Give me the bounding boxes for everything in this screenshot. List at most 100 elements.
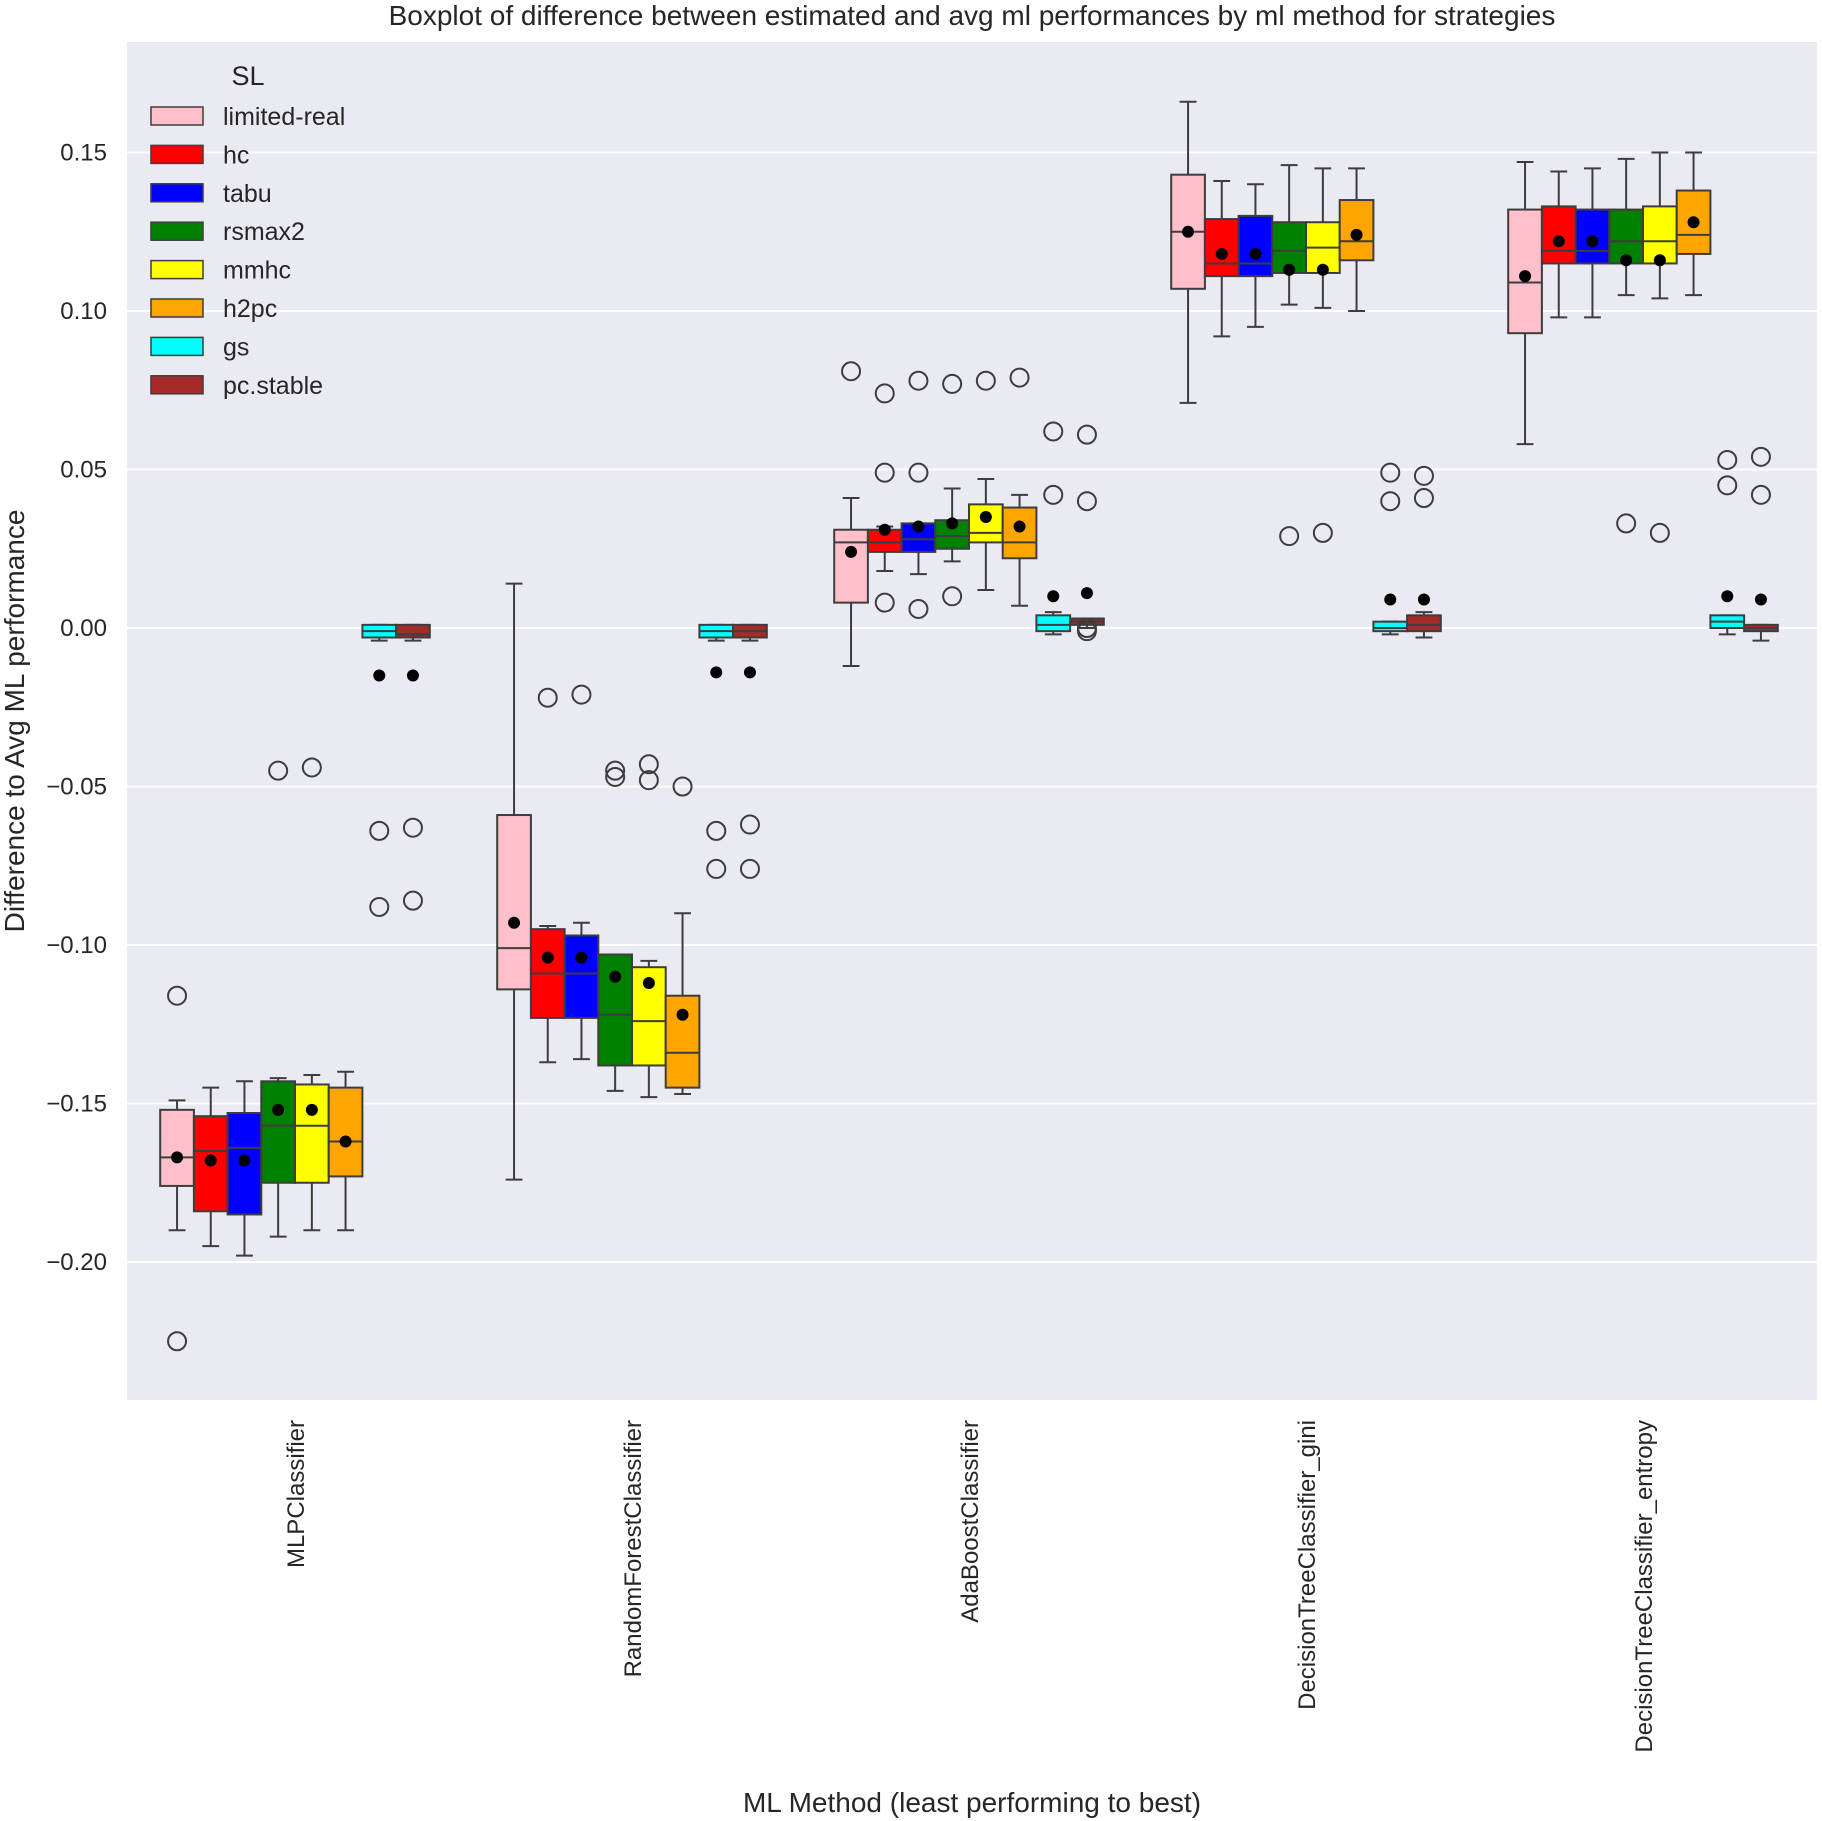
- outlier-point: [402, 817, 423, 838]
- y-tick-label: −0.10: [46, 932, 107, 959]
- box-iqr: [1203, 218, 1240, 278]
- outlier-point: [1076, 621, 1097, 642]
- outlier-point: [1076, 491, 1097, 512]
- outlier-point: [1717, 449, 1738, 470]
- box-mmhc-AdaBoostClassifier: [968, 370, 1004, 591]
- mean-point: [406, 669, 419, 682]
- y-tick-labels: 0.15 0.10 0.05 0.00 −0.05 −0.10 −0.15 −0.20: [46, 140, 107, 1277]
- mean-point: [541, 951, 554, 964]
- box-hc-AdaBoostClassifier: [866, 383, 903, 613]
- box-iqr: [496, 814, 532, 991]
- box-iqr: [327, 1086, 364, 1178]
- box-iqr: [563, 934, 600, 1019]
- outlier-point: [402, 890, 423, 911]
- box-mmhc-RandomForestClassifier: [631, 754, 667, 1099]
- mean-point: [609, 970, 622, 983]
- x-tick-label: RandomForestClassifier: [620, 1420, 647, 1677]
- outlier-point: [908, 370, 929, 391]
- legend-label-pc.stable: pc.stable: [223, 372, 323, 400]
- mean-point: [845, 545, 858, 558]
- outlier-point: [942, 373, 963, 394]
- mean-point: [373, 669, 386, 682]
- mean-point: [1653, 254, 1666, 267]
- mean-point: [1721, 590, 1734, 603]
- box-iqr: [1035, 614, 1072, 633]
- mean-point: [1687, 216, 1700, 229]
- outlier-point: [841, 361, 862, 382]
- legend-label-tabu: tabu: [223, 180, 272, 208]
- mean-point: [946, 517, 959, 530]
- outlier-point: [908, 462, 929, 483]
- outlier-point: [268, 760, 289, 781]
- outlier-point: [908, 598, 929, 619]
- outlier-point: [369, 896, 390, 917]
- y-tick-label: −0.20: [46, 1249, 107, 1276]
- box-pc.stable-RandomForestClassifier: [732, 623, 768, 879]
- x-tick-label: DecisionTreeClassifier_entropy: [1631, 1420, 1658, 1753]
- mean-point: [1519, 270, 1532, 283]
- outlier-point: [739, 858, 760, 879]
- outlier-point: [301, 757, 322, 778]
- mean-point: [1249, 247, 1262, 260]
- box-h2pc-AdaBoostClassifier: [1001, 367, 1038, 607]
- box-limited-real-DecisionTreeClassifier_gini: [1170, 100, 1206, 404]
- outlier-point: [638, 770, 659, 791]
- legend-swatch-limited-real: [150, 106, 204, 126]
- legend-swatch-gs: [150, 336, 204, 357]
- box-tabu-DecisionTreeClassifier_gini: [1237, 183, 1274, 328]
- outlier-point: [167, 1331, 188, 1352]
- box-gs-DecisionTreeClassifier_entropy: [1709, 449, 1746, 636]
- box-iqr: [294, 1083, 330, 1184]
- mean-point: [339, 1135, 352, 1148]
- outlier-point: [1750, 484, 1771, 505]
- outlier-point: [1717, 475, 1738, 496]
- legend-label-h2pc: h2pc: [223, 295, 277, 323]
- outlier-point: [1043, 484, 1064, 505]
- y-tick-label: 0.10: [60, 298, 107, 325]
- legend-label-hc: hc: [223, 141, 249, 169]
- box-h2pc-DecisionTreeClassifier_entropy: [1675, 151, 1712, 297]
- outlier-point: [1616, 513, 1637, 534]
- outlier-point: [605, 760, 626, 781]
- legend-swatch-mmhc: [150, 259, 204, 280]
- legend-label-gs: gs: [223, 333, 249, 361]
- chart-title: Boxplot of difference between estimated …: [389, 0, 1556, 31]
- mean-point: [1047, 590, 1060, 603]
- legend-swatch-h2pc: [150, 298, 204, 318]
- outlier-point: [571, 684, 592, 705]
- outlier-point: [167, 985, 188, 1006]
- box-pc.stable-DecisionTreeClassifier_gini: [1406, 465, 1442, 639]
- box-iqr: [159, 1108, 195, 1187]
- mean-point: [1552, 235, 1565, 248]
- box-mmhc-MLPClassifier: [294, 757, 330, 1232]
- mean-point: [1080, 587, 1093, 600]
- legend-label-rsmax2: rsmax2: [223, 218, 305, 246]
- x-tick-label: DecisionTreeClassifier_gini: [1294, 1420, 1321, 1710]
- mean-point: [575, 951, 588, 964]
- mean-point: [1417, 593, 1430, 606]
- x-tick-label: AdaBoostClassifier: [957, 1420, 984, 1623]
- box-iqr: [968, 503, 1004, 544]
- mean-point: [979, 511, 992, 524]
- box-limited-real-AdaBoostClassifier: [833, 361, 869, 668]
- box-h2pc-RandomForestClassifier: [664, 776, 701, 1095]
- box-iqr: [260, 1080, 296, 1184]
- box-iqr: [664, 994, 701, 1089]
- outlier-point: [638, 754, 659, 775]
- y-tick-label: −0.15: [46, 1091, 107, 1118]
- legend-swatch-rsmax2: [150, 221, 204, 241]
- outlier-point: [605, 766, 626, 787]
- box-gs-AdaBoostClassifier: [1035, 421, 1072, 636]
- mean-point: [743, 666, 756, 679]
- box-tabu-AdaBoostClassifier: [900, 370, 937, 619]
- legend-swatch-hc: [150, 144, 204, 165]
- box-iqr: [1540, 205, 1577, 265]
- legend-label-mmhc: mmhc: [223, 257, 291, 285]
- box-hc-RandomForestClassifier: [529, 687, 566, 1064]
- mean-point: [238, 1154, 251, 1167]
- mean-point: [305, 1103, 318, 1116]
- box-rsmax2-DecisionTreeClassifier_gini: [1271, 164, 1308, 547]
- y-axis-label: Difference to Avg ML performance: [0, 510, 30, 933]
- legend-label-limited-real: limited-real: [223, 103, 345, 131]
- box-h2pc-DecisionTreeClassifier_gini: [1338, 167, 1375, 312]
